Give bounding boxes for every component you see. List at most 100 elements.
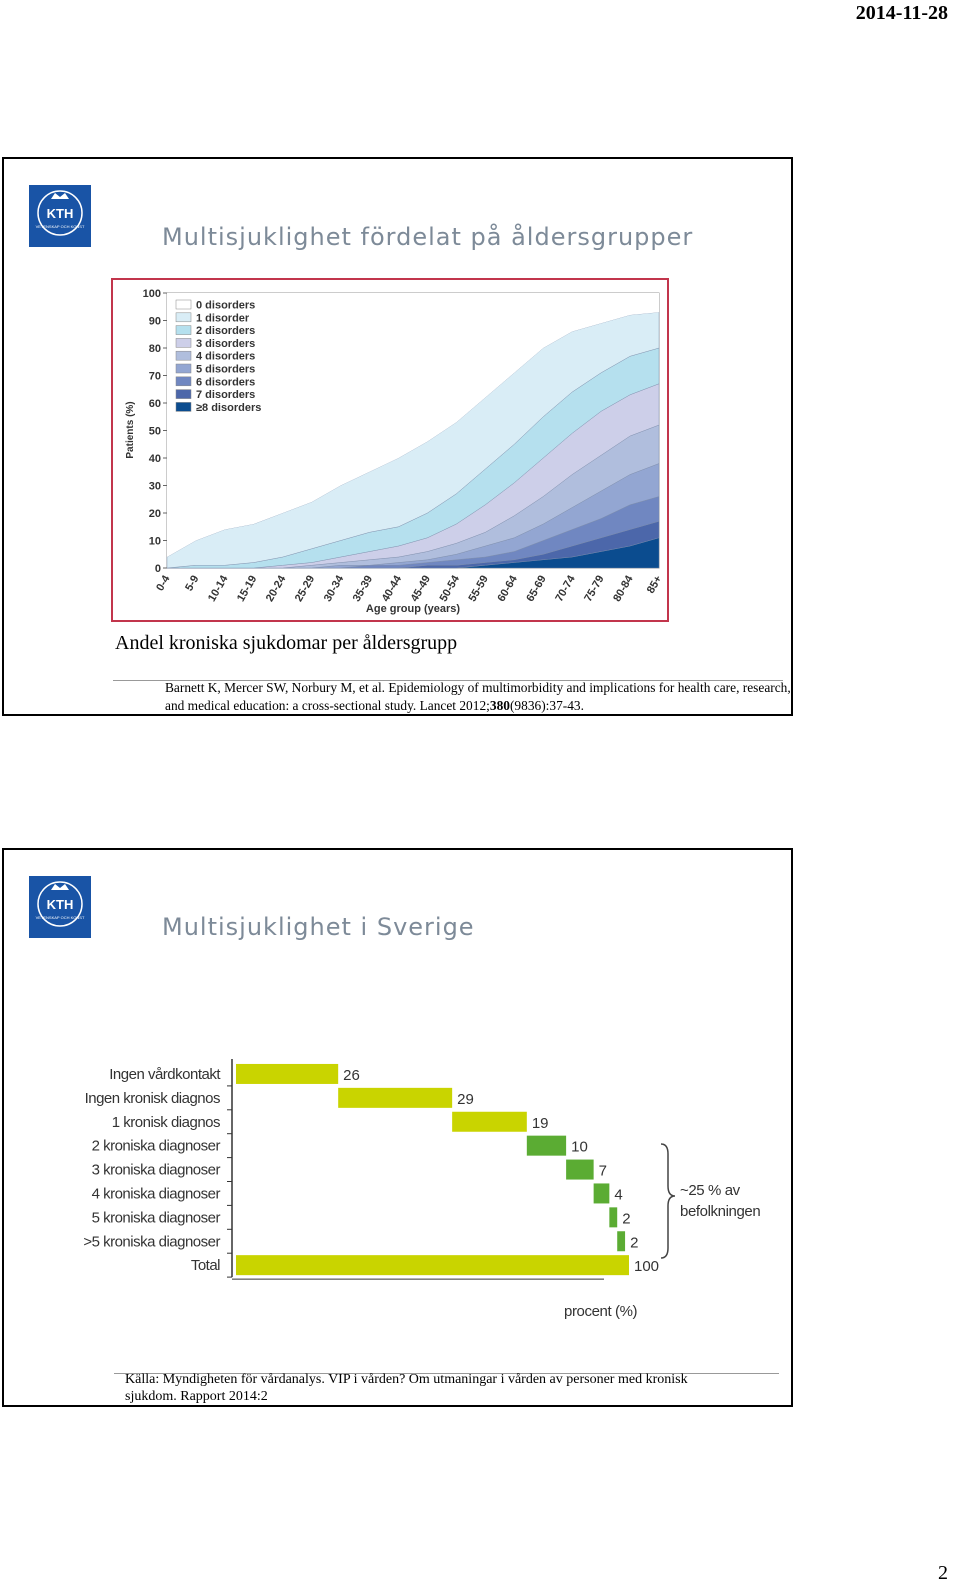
category-label: Total — [191, 1257, 220, 1274]
reference: Barnett K, Mercer SW, Norbury M, et al. … — [165, 679, 795, 715]
logo: KTH VETENSKAP OCH KONST — [29, 876, 91, 938]
x-tick-label: 70-74 — [553, 573, 578, 604]
slide-title: Multisjuklighet i Sverige — [162, 913, 475, 941]
slide-title: Multisjuklighet fördelat på åldersgruppe… — [162, 223, 694, 251]
x-tick-label: 30-34 — [322, 573, 347, 604]
logo-subtext: VETENSKAP OCH KONST — [36, 915, 85, 920]
value-label: 19 — [532, 1115, 549, 1132]
value-label: 29 — [457, 1091, 474, 1108]
x-tick-label: 65-69 — [524, 574, 548, 604]
legend-label: 3 disorders — [196, 338, 255, 350]
x-axis-label: procent (%) — [564, 1303, 638, 1320]
y-tick-label: 10 — [149, 536, 161, 548]
category-label: Ingen kronisk diagnos — [85, 1090, 220, 1107]
logo: KTH VETENSKAP OCH KONST — [29, 185, 91, 247]
y-tick-label: 30 — [149, 481, 161, 493]
bar — [593, 1183, 610, 1204]
logo-text: KTH — [47, 897, 74, 912]
caption: Andel kroniska sjukdomar per åldersgrupp — [115, 632, 458, 654]
y-tick-label: 80 — [149, 343, 161, 355]
brace — [660, 1143, 676, 1259]
legend-swatch — [175, 312, 192, 323]
bar — [609, 1207, 618, 1228]
y-tick-label: 40 — [149, 453, 161, 465]
reference-volume: 380 — [489, 698, 510, 713]
annotation: ~25 % av befolkningen — [680, 1182, 761, 1220]
y-axis-label: Patients (%) — [125, 401, 136, 458]
area — [167, 293, 659, 557]
y-tick-label: 70 — [149, 371, 161, 383]
x-tick-label: 35-39 — [351, 574, 375, 604]
category-label: 2 kroniska diagnoser — [92, 1138, 221, 1155]
legend-swatch — [175, 376, 192, 387]
value-label: 2 — [622, 1210, 630, 1227]
legend-label: 2 disorders — [196, 325, 255, 337]
value-label: 100 — [634, 1258, 659, 1275]
logo-text: KTH — [47, 206, 74, 221]
separator — [113, 680, 783, 681]
separator — [114, 1373, 779, 1374]
x-axis-label: Age group (years) — [366, 603, 460, 615]
source: Källa: Myndigheten för vårdanalys. VIP i… — [125, 1372, 688, 1404]
reference-pages: (9836):37-43. — [509, 698, 584, 713]
category-label: 3 kroniska diagnoser — [92, 1162, 221, 1179]
bar — [338, 1087, 453, 1108]
y-tick-label: 50 — [149, 426, 161, 438]
x-tick-label: 85+ — [645, 574, 665, 596]
y-tick-label: 20 — [149, 508, 161, 520]
x-tick-label: 55-59 — [466, 574, 490, 604]
legend-label: 1 disorder — [196, 312, 250, 324]
bar — [236, 1255, 629, 1276]
x-tick-label: 20-24 — [264, 573, 289, 604]
bar — [452, 1111, 527, 1132]
legend-swatch — [175, 363, 192, 374]
x-tick-label: 50-54 — [438, 573, 463, 604]
chart: Ingen vårdkontakt 26 Ingen kronisk diagnos… — [83, 1059, 676, 1320]
slide: KTH VETENSKAP OCH KONST Multisjuklighet … — [2, 848, 793, 1407]
x-tick-label: 15-19 — [235, 574, 259, 604]
x-tick-label: 25-29 — [293, 574, 317, 604]
bar — [566, 1159, 594, 1180]
legend-swatch — [175, 299, 192, 310]
bar — [526, 1135, 567, 1156]
value-label: 7 — [599, 1163, 607, 1180]
y-tick-label: 0 — [155, 563, 161, 575]
legend-label: 4 disorders — [196, 351, 255, 363]
value-label: 2 — [630, 1234, 638, 1251]
bar — [236, 1063, 339, 1084]
y-tick-label: 100 — [143, 288, 161, 300]
page-number: 2 — [938, 1562, 948, 1584]
x-tick-label: 80-84 — [611, 573, 636, 604]
x-tick-label: 40-44 — [380, 573, 405, 604]
x-tick-label: 60-64 — [495, 573, 520, 604]
legend-label: 5 disorders — [196, 364, 255, 376]
legend-swatch — [175, 402, 192, 412]
value-label: 10 — [571, 1139, 588, 1156]
category-label: Ingen vårdkontakt — [109, 1066, 221, 1083]
legend-swatch — [175, 325, 192, 335]
reference-text: Barnett K, Mercer SW, Norbury M, et al. … — [165, 680, 791, 713]
value-label: 26 — [343, 1067, 360, 1084]
category-label: 5 kroniska diagnoser — [92, 1209, 221, 1226]
legend-label: 6 disorders — [196, 376, 255, 388]
y-tick-label: 60 — [149, 398, 161, 410]
legend-label: ≥8 disorders — [196, 402, 261, 414]
value-label: 4 — [614, 1186, 622, 1203]
category-label: 1 kronisk diagnos — [112, 1114, 220, 1131]
date: 2014-11-28 — [855, 2, 948, 24]
bar — [617, 1231, 626, 1252]
x-tick-label: 45-49 — [409, 574, 433, 604]
legend-swatch — [175, 350, 192, 361]
legend-label: 7 disorders — [196, 389, 255, 401]
y-tick-label: 90 — [149, 316, 161, 328]
legend-swatch — [175, 389, 192, 399]
logo-subtext: VETENSKAP OCH KONST — [36, 224, 85, 229]
x-tick-label: 75-79 — [582, 574, 606, 604]
legend-swatch — [175, 338, 192, 348]
x-tick-label: 5-9 — [183, 574, 201, 594]
legend-label: 0 disorders — [196, 300, 255, 312]
slide: KTH VETENSKAP OCH KONST Multisjuklighet … — [2, 157, 793, 716]
x-tick-label: 10-14 — [206, 573, 231, 604]
x-tick-label: 0-4 — [154, 573, 173, 594]
